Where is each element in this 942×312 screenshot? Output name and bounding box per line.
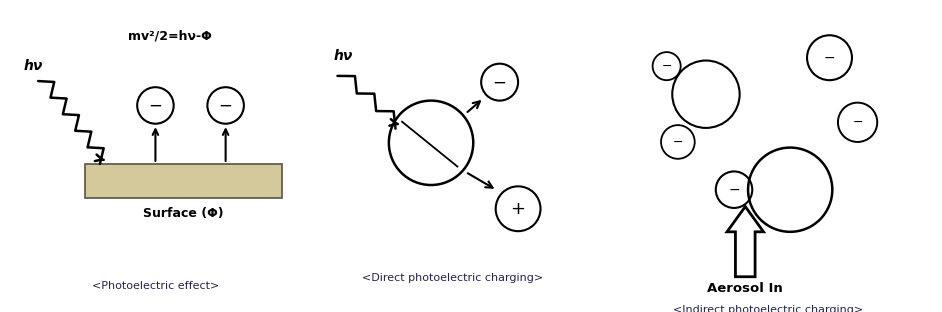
Text: −: − [149,96,162,115]
Text: −: − [853,116,863,129]
Text: <Direct photoelectric charging>: <Direct photoelectric charging> [362,273,543,283]
Polygon shape [727,207,764,277]
Text: −: − [823,51,836,65]
Text: −: − [673,135,683,149]
Text: <Indirect photoelectric charging>: <Indirect photoelectric charging> [673,305,863,312]
Text: −: − [219,96,233,115]
Text: Aerosol In: Aerosol In [707,282,783,295]
Text: hν: hν [333,49,353,63]
Bar [85,164,282,198]
Text: <Photoelectric effect>: <Photoelectric effect> [91,281,219,291]
Text: −: − [493,73,507,91]
Text: +: + [511,200,526,218]
Text: mv²/2=hν-Φ: mv²/2=hν-Φ [127,30,211,43]
Text: −: − [728,183,739,197]
Text: hν: hν [24,59,42,73]
Text: Surface (Φ): Surface (Φ) [143,207,224,220]
Text: −: − [661,60,672,73]
